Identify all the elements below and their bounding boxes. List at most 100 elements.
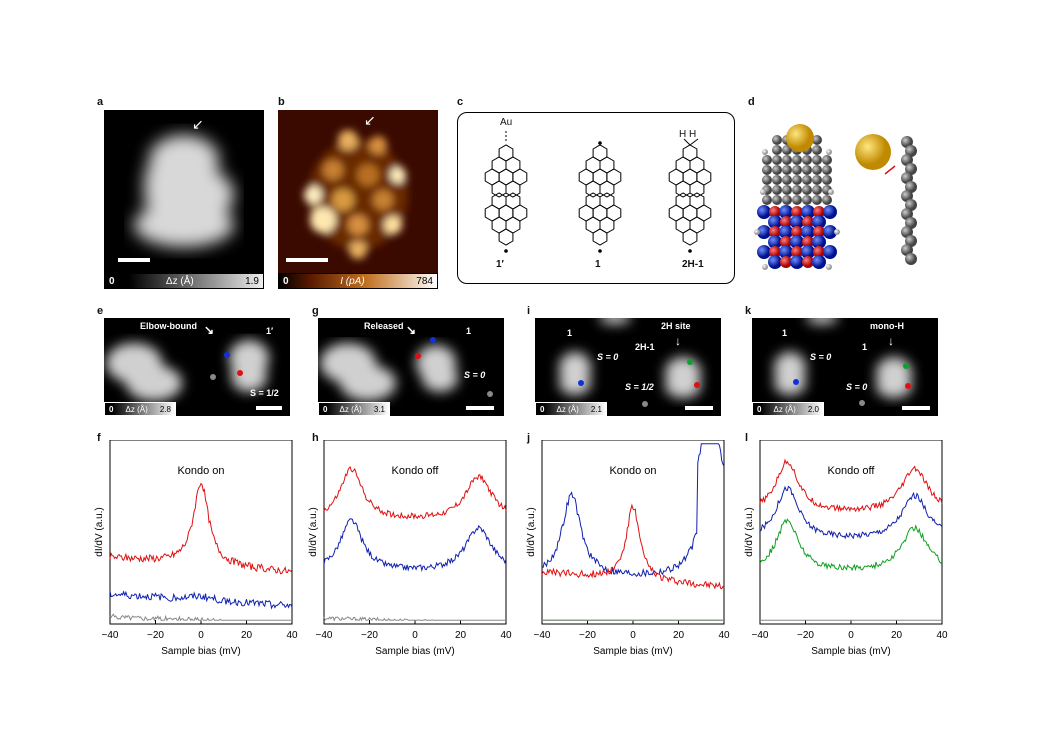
radical-dot — [598, 141, 602, 145]
colorbar-k: 0 Δz (Å) 2.0 — [752, 402, 824, 416]
molecule-label-left: 1 — [782, 328, 788, 338]
substrate-atom — [802, 216, 814, 228]
arrow-icon: ↙ — [364, 112, 376, 128]
hydrogen-atom — [762, 149, 768, 155]
substrate-atom — [823, 205, 837, 219]
x-tick-label: 20 — [241, 630, 253, 641]
substrate-atom — [791, 206, 803, 218]
x-tick-label: 0 — [848, 630, 854, 641]
colorbar-e: 0 Δz (Å) 2.8 — [104, 402, 176, 416]
substrate-atom — [790, 215, 804, 229]
carbon-atom — [812, 135, 822, 145]
carbon-atom — [812, 185, 822, 195]
series-line — [323, 518, 507, 573]
carbon-atom — [822, 155, 832, 165]
arrow-icon: ↘ — [204, 323, 215, 337]
spin-label-left: S = 0 — [810, 352, 832, 362]
scale-bar — [902, 406, 930, 410]
stm-image-i: 1 2H site ↓ 2H-1 S = 0 S = 1/2 — [535, 318, 721, 416]
panel-label-l: l — [745, 432, 749, 444]
carbon-atom — [782, 165, 792, 175]
carbon-atom — [772, 185, 782, 195]
x-tick-label: 40 — [500, 630, 512, 641]
substrate-atom — [768, 215, 782, 229]
substrate-atom — [813, 226, 825, 238]
carbon-atom — [772, 135, 782, 145]
hydrogen-atom — [826, 264, 832, 270]
ring — [585, 180, 601, 198]
carbon-atom — [905, 253, 917, 265]
series-line — [109, 613, 292, 622]
arrow-icon — [884, 165, 896, 175]
panel-label-a: a — [97, 96, 104, 108]
molecule-label: 1′ — [266, 326, 274, 336]
x-tick-label: 0 — [198, 630, 204, 641]
panel-label-j: j — [527, 432, 531, 444]
panel-label-k: k — [745, 305, 752, 317]
ring — [599, 180, 615, 198]
spin-label: S = 1/2 — [250, 388, 279, 398]
x-tick-label: 40 — [286, 630, 298, 641]
arrow-icon: ↓ — [675, 334, 681, 348]
carbon-atom — [762, 155, 772, 165]
colorbar-a: 0 Δz (Å) 1.9 — [104, 273, 264, 289]
scale-bar — [466, 406, 494, 410]
carbon-atom — [772, 145, 782, 155]
ring — [689, 180, 705, 198]
series-line — [109, 482, 293, 575]
substrate-atom — [757, 225, 771, 239]
chart-title: Kondo on — [609, 465, 656, 477]
carbon-atom — [792, 165, 802, 175]
carbon-atom — [802, 165, 812, 175]
carbon-atom — [812, 195, 822, 205]
y-axis-label: dI/dV (a.u.) — [526, 507, 537, 556]
arrow-icon: ↓ — [888, 334, 894, 348]
substrate-atom — [801, 205, 815, 219]
carbon-atom — [822, 195, 832, 205]
stm-image-e: Elbow-bound ↘ 1′ S = 1/2 — [104, 318, 290, 416]
substrate-atom — [779, 225, 793, 239]
carbon-atom — [905, 217, 917, 229]
hydrogen-atom — [834, 229, 840, 235]
substrate-atom — [768, 255, 782, 269]
carbon-atom — [905, 163, 917, 175]
series-line — [759, 485, 943, 540]
molecule-label-1: 1 — [595, 259, 601, 270]
carbon-atom — [901, 226, 913, 238]
scale-bar — [685, 406, 713, 410]
carbon-atom — [901, 154, 913, 166]
substrate-atom — [790, 255, 804, 269]
substrate-atom — [780, 256, 792, 268]
carbon-atom — [802, 175, 812, 185]
series-line — [323, 466, 507, 520]
stm-image-a: ↙ — [104, 110, 264, 273]
carbon-atom — [782, 195, 792, 205]
hydrogen-atom — [828, 189, 834, 195]
substrate-atom — [768, 235, 782, 249]
carbon-atom — [782, 185, 792, 195]
carbon-atom — [762, 175, 772, 185]
colorbar-g: 0 Δz (Å) 3.1 — [318, 402, 390, 416]
carbon-atom — [762, 195, 772, 205]
panel-title: Elbow-bound — [140, 321, 197, 331]
h-bond — [683, 138, 691, 146]
substrate-atom — [823, 225, 837, 239]
substrate-atom — [813, 206, 825, 218]
hh-label: H H — [679, 129, 697, 140]
substrate-atom — [791, 246, 803, 258]
scale-bar — [286, 258, 328, 262]
molecule-label-right: 1 — [862, 342, 868, 352]
dft-model — [745, 112, 945, 282]
substrate-atom — [780, 216, 792, 228]
chart-title: Kondo on — [177, 465, 224, 477]
chart-j: −40 −20 0 20 40 Sample bias (mV) dI/dV (a.u.) K… — [526, 440, 730, 657]
carbon-atom — [772, 165, 782, 175]
carbon-atom — [792, 175, 802, 185]
series-line — [323, 616, 506, 622]
series-line — [541, 443, 725, 578]
radical-dot — [688, 249, 692, 253]
spin-label: S = 0 — [464, 370, 486, 380]
arrow-icon: ↘ — [406, 323, 417, 337]
x-axis-label: Sample bias (mV) — [161, 646, 240, 657]
scale-bar — [256, 406, 282, 410]
